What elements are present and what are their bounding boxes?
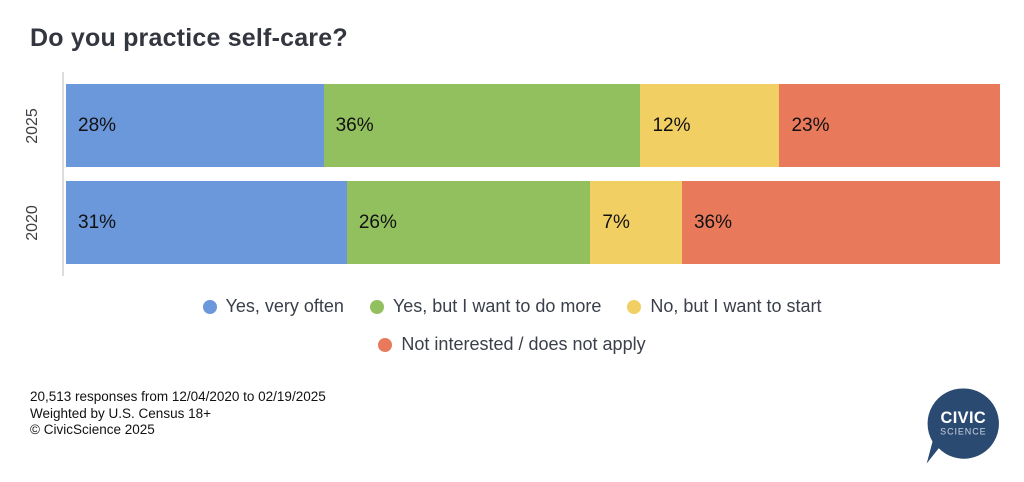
- legend-dot-icon: [627, 299, 642, 314]
- chart-footnote: 20,513 responses from 12/04/2020 to 02/1…: [30, 389, 326, 439]
- legend-dot-icon: [369, 299, 384, 314]
- bar-value-label: 31%: [78, 211, 117, 233]
- bar-value-label: 28%: [78, 114, 117, 136]
- legend-dot-icon: [378, 337, 393, 352]
- legend-label: No, but I want to start: [650, 296, 822, 316]
- legend-label: Yes, very often: [225, 296, 344, 316]
- bar-segment-not-interested-does-not-apply: 36%: [681, 181, 1000, 264]
- logo-text-science: SCIENCE: [940, 427, 986, 437]
- y-tick-text: 2025: [24, 107, 41, 144]
- bar-segment-yes-but-i-want-to-do-more: 36%: [323, 84, 641, 167]
- bar-value-label: 7%: [602, 211, 630, 233]
- bar-value-label: 23%: [791, 114, 830, 136]
- bar-segment-yes-but-i-want-to-do-more: 26%: [346, 181, 591, 264]
- page-title: Do you practice self-care?: [30, 24, 348, 52]
- chart-row-2020: 2020 31% 26% 7% 36%: [0, 181, 1000, 264]
- legend-item-no-but-i-want-to-start: No, but I want to start: [627, 296, 821, 317]
- y-tick-label: 2020: [0, 181, 66, 264]
- logo-text-civic: CIVIC: [941, 409, 987, 427]
- legend-label: Yes, but I want to do more: [392, 296, 602, 316]
- footnote-copyright: © CivicScience 2025: [30, 422, 155, 437]
- y-axis-line: [62, 72, 64, 276]
- footnote-weighting: Weighted by U.S. Census 18+: [30, 405, 211, 421]
- bar-segment-no-but-i-want-to-start: 7%: [590, 181, 682, 264]
- bar-segment-yes-very-often: 31%: [66, 181, 347, 264]
- legend-item-not-interested-does-not-apply: Not interested / does not apply: [378, 334, 646, 355]
- y-tick-text: 2020: [24, 204, 41, 241]
- bar-segment-yes-very-often: 28%: [66, 84, 324, 167]
- bar-segment-not-interested-does-not-apply: 23%: [779, 84, 1000, 167]
- bar-value-label: 12%: [652, 114, 691, 136]
- legend-item-yes-but-i-want-to-do-more: Yes, but I want to do more: [369, 296, 602, 317]
- bar-segment-no-but-i-want-to-start: 12%: [640, 84, 780, 167]
- stacked-bar-2020: 31% 26% 7% 36%: [66, 181, 1000, 264]
- chart-area: 2025 28% 36% 12% 23% 2020 31% 26% 7% 36%: [0, 72, 1000, 276]
- footnote-responses: 20,513 responses from 12/04/2020 to 02/1…: [30, 389, 326, 404]
- y-tick-label: 2025: [0, 84, 66, 167]
- legend-row: Yes, very often Yes, but I want to do mor…: [0, 296, 1024, 317]
- bar-value-label: 36%: [335, 114, 374, 136]
- legend-label: Not interested / does not apply: [401, 334, 646, 354]
- legend-item-yes-very-often: Yes, very often: [202, 296, 344, 317]
- legend-row: Not interested / does not apply: [0, 334, 1024, 355]
- bar-value-label: 36%: [693, 211, 732, 233]
- legend-dot-icon: [202, 299, 217, 314]
- speech-bubble-icon: CIVIC SCIENCE: [926, 388, 999, 464]
- chart-row-2025: 2025 28% 36% 12% 23%: [0, 84, 1000, 167]
- legend: Yes, very often Yes, but I want to do mor…: [0, 296, 1024, 372]
- civicscience-logo: CIVIC SCIENCE: [922, 387, 1000, 465]
- bar-value-label: 26%: [358, 211, 397, 233]
- stacked-bar-2025: 28% 36% 12% 23%: [66, 84, 1000, 167]
